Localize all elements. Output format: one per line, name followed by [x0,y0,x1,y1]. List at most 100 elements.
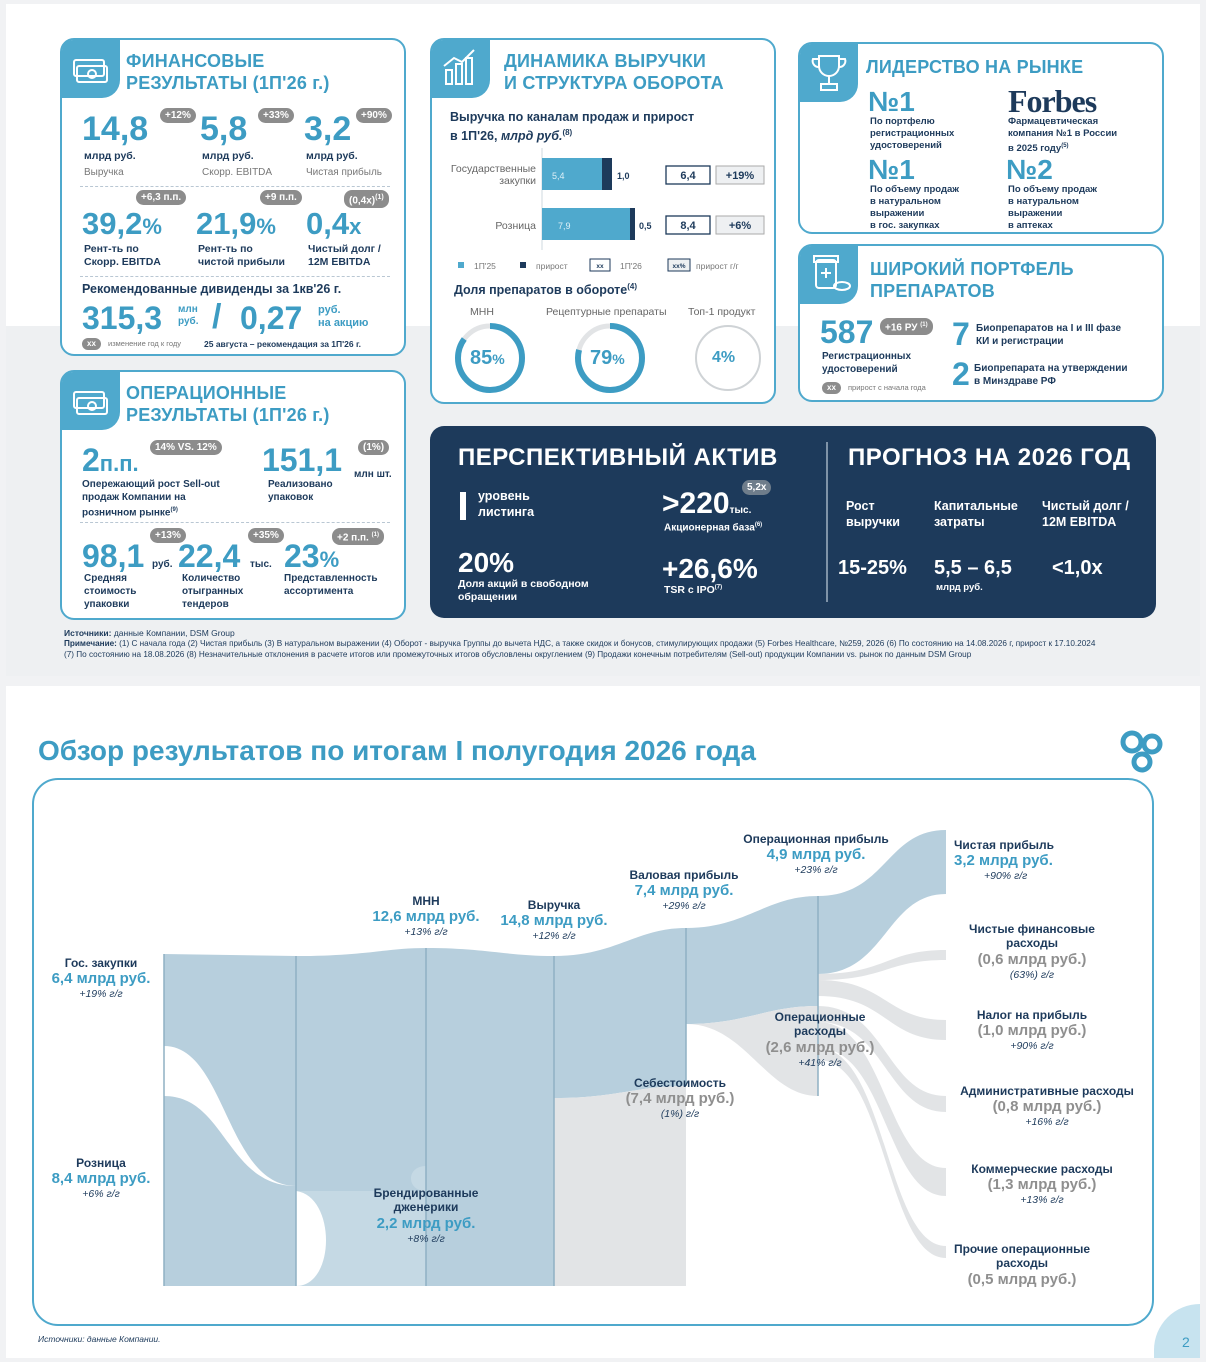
ret-inc-label: 0,5 [639,221,652,231]
free-float-label: Доля акций в свободном обращении [458,578,589,603]
slide-1: ФИНАНСОВЫЕ РЕЗУЛЬТАТЫ (1П'26 г.) 14,8 +12… [6,4,1200,676]
node-oth: Прочие операционные расходы (0,5 млрд ру… [953,1242,1091,1288]
gov-base-bar [542,158,602,190]
node-fin: Чистые финансовые расходы (0,6 млрд руб.… [969,922,1095,981]
forecast-v1: 15-25% [838,557,907,579]
flow-ret-mnn [164,1096,296,1286]
lead-d-label: По объему продаж в натуральном выражении в … [1008,184,1097,231]
money-icon [62,40,120,98]
ret-base-label: 7,9 [558,221,571,231]
ret-total-box [665,215,711,235]
node-cogs: Себестоимость (7,4 млрд руб.) (1%) г/г [625,1076,735,1121]
page-number: 2 [1182,1334,1190,1350]
ebitda-value: 5,8 [200,110,248,148]
assortment-label: Представленность ассортимента [284,573,378,597]
legend-base: 1П'25 [474,261,496,271]
ret-label: Розница [495,220,536,232]
legend-box-total-text: xx [596,263,604,270]
flow-op-fin [818,950,946,980]
gov-total: 6,4 [680,170,696,182]
footnotes: Примечание: (1) С начала года (2) Чистая… [64,639,1096,659]
legend-text: прирост с начала года [848,383,926,392]
packs-label: Реализовано упаковок [268,479,333,503]
asset-title: ПЕРСПЕКТИВНЫЙ АКТИВ [458,444,778,471]
sellout-label: Опережающий рост Sell-out продаж Компании… [82,479,220,519]
margin-ebitda-label: Рент-ть по Скорр. EBITDA [84,243,161,268]
legend-badge: xx [82,338,101,350]
bio-approval-value: 2 [952,356,970,392]
node-brand: Брендированные дженерики 2,2 млрд руб. +… [373,1186,479,1245]
lead-a-value: №1 [868,86,915,117]
legend-yoy: прирост г/г [696,261,739,271]
divider [80,522,390,523]
financial-results-card: ФИНАНСОВЫЕ РЕЗУЛЬТАТЫ (1П'26 г.) 14,8 +12… [60,38,406,356]
legend-swatch-base [458,262,464,268]
dividend-slash: / [212,298,222,336]
lead-a-label: По портфелю регистрационных удостоверений [870,116,955,151]
share-rx-label: Рецептурные препараты [546,306,667,318]
gov-inc-bar [602,158,612,190]
node-opex: Операционные расходы (2,6 млрд руб.) +41… [765,1010,875,1069]
company-logo-icon [1120,730,1163,773]
margin-np-growth: +9 п.п. [260,190,302,205]
ebitda-label: Скорр. EBITDA [202,167,273,178]
gov-base-label: 5,4 [552,171,565,181]
registrations-growth: +16 РУ (1) [880,318,933,336]
operational-results-card: ОПЕРАЦИОННЫЕ РЕЗУЛЬТАТЫ (1П'26 г.) 14% VS… [60,370,406,620]
card-title: ШИРОКИЙ ПОРТФЕЛЬ ПРЕПАРАТОВ [870,259,1074,301]
listing-level-bar [460,492,466,520]
forecast-h2: Капитальные затраты [934,499,1018,529]
asset-forecast-panel: ПЕРСПЕКТИВНЫЙ АКТИВ уровень листинга 5,2x… [430,426,1156,618]
ret-total: 8,4 [680,220,696,232]
legend-total: 1П'26 [620,261,642,271]
gov-label-1: Государственные [451,163,536,175]
packs-unit: млн шт. [354,469,392,480]
ebitda-growth: +33% [258,108,294,123]
flow-brand [296,1166,426,1286]
gov-total-box [665,165,711,185]
flow-gov-mnn [164,954,296,1186]
assortment-value: 23% [284,538,340,574]
legend-text: изменение год к году [108,339,181,348]
pack-price-unit: руб. [152,559,173,570]
forecast-title: ПРОГНОЗ НА 2026 ГОД [848,444,1131,471]
tenders-growth: +35% [248,528,284,543]
legend-box-yoy [667,258,691,272]
forecast-h3: Чистый долг /12M EBITDA [1042,499,1129,529]
share-mnn-value: 85% [470,347,505,369]
lead-d-value: №2 [1006,154,1053,185]
net-profit-value: 3,2 [304,110,352,148]
ebitda-unit: млрд руб. [202,150,254,162]
flow-rev-gp [554,928,686,1098]
share-mnn-label: МНН [470,306,494,318]
margin-np-value: 21,9% [196,206,276,241]
bio-approval-label: Биопрепарата на утверждении в Минздраве Р… [974,363,1128,387]
revenue-dynamics-card: ДИНАМИКА ВЫРУЧКИ И СТРУКТУРА ОБОРОТА Выру… [430,38,776,404]
node-gov: Гос. закупки 6,4 млрд руб. +19% г/г [51,956,151,1001]
tenders-label: Количество отыгранных тендеров [182,573,244,610]
money-icon [62,372,120,430]
dividend-note: 25 августа – рекомендация за 1П'26 г. [204,339,362,349]
slide-2: Обзор результатов по итогам I полугодия … [6,686,1200,1358]
flow-op-net [818,830,946,974]
pills-icon [800,246,858,304]
node-adm: Административные расходы (0,8 млрд руб.)… [960,1084,1134,1129]
gov-inc-label: 1,0 [617,171,630,181]
net-profit-unit: млрд руб. [306,150,358,162]
dividend-title: Рекомендованные дивиденды за 1кв'26 г. [82,282,342,296]
card-title: ФИНАНСОВЫЕ РЕЗУЛЬТАТЫ (1П'26 г.) [126,51,330,93]
flow-gp-op [686,896,818,1024]
forecast-v2: 5,5 – 6,5 [934,557,1012,579]
dividend-per-share: 0,27 [240,300,303,336]
flow-mnn [296,948,426,1191]
lead-c-value: №1 [868,154,915,185]
market-leadership-card: ЛИДЕРСТВО НА РЫНКЕ №1 По портфелю регистр… [798,42,1164,234]
revenue-value: 14,8 [82,110,149,148]
legend-box-total [589,258,611,272]
slide-title: Обзор результатов по итогам I полугодия … [38,735,756,766]
ret-yoy-box [715,215,765,235]
tenders-unit: тыс. [250,559,272,570]
registrations-label: Регистрационных удостоверений [822,351,912,375]
revenue-unit: млрд руб. [84,150,136,162]
gov-yoy-box [715,165,765,185]
